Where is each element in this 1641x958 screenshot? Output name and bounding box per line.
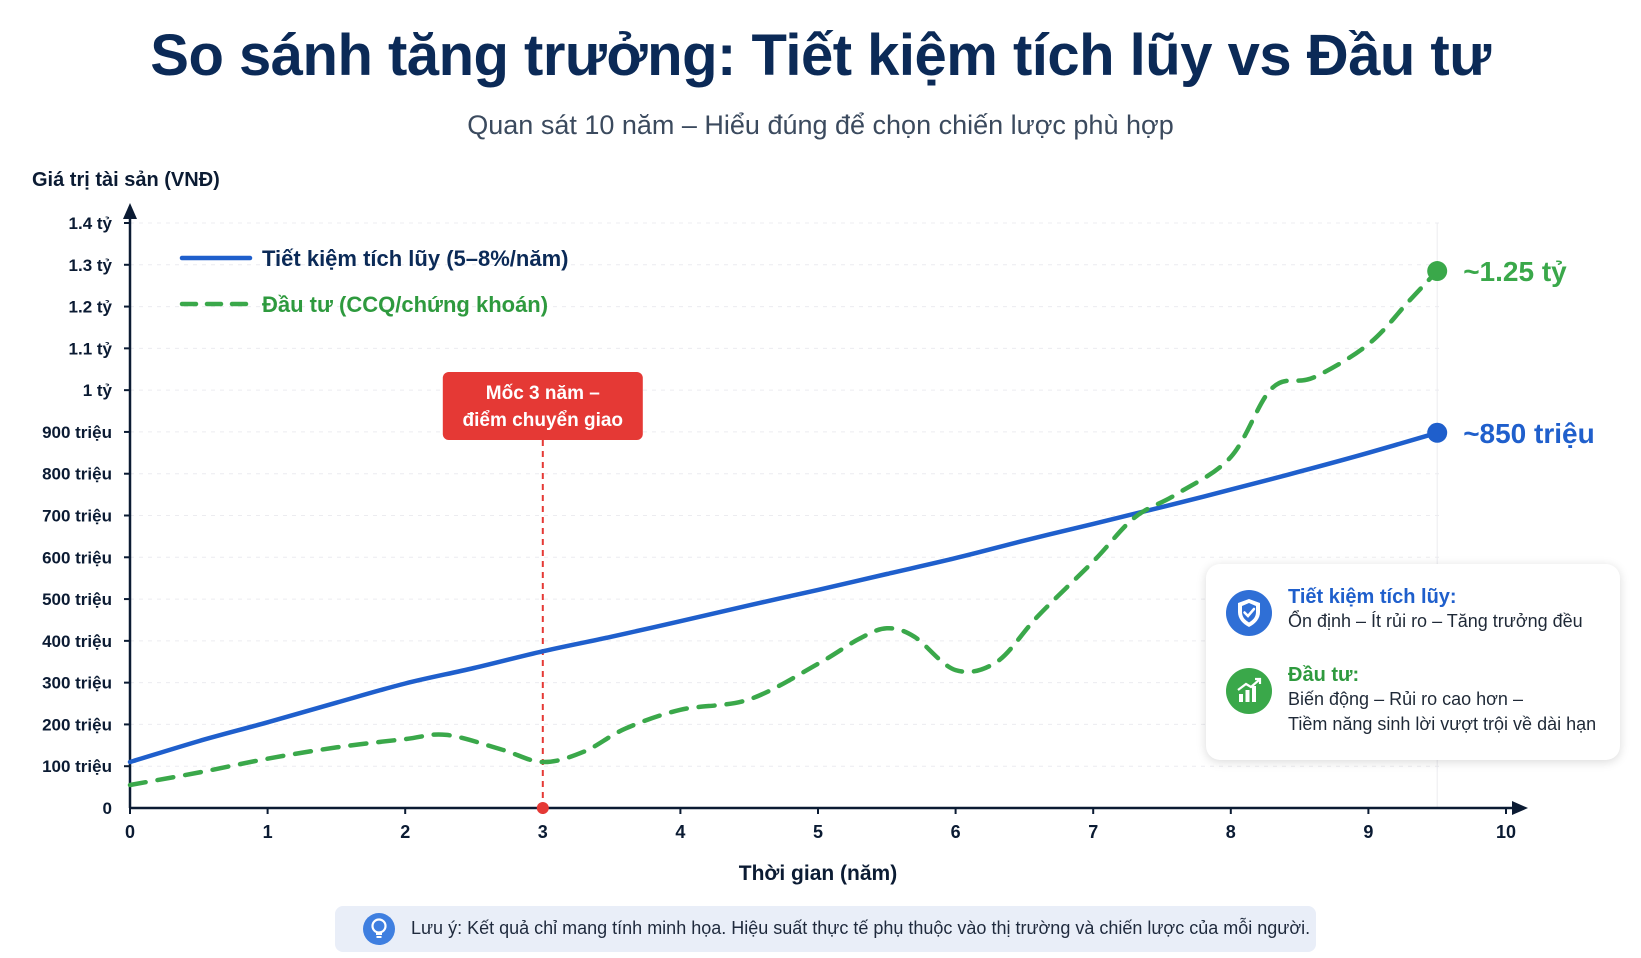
y-axis-arrow — [123, 203, 137, 219]
x-tick-label: 6 — [951, 822, 961, 842]
y-tick-label: 600 triệu — [42, 548, 112, 567]
savings-desc: Ổn định – Ít rủi ro – Tăng trưởng đều — [1288, 611, 1583, 631]
y-tick-label: 100 triệu — [42, 757, 112, 776]
series-line-0 — [127, 430, 1440, 765]
legend-label-1: Đầu tư (CCQ/chứng khoán) — [262, 292, 548, 317]
series-end-label-0: ~850 triệu — [1463, 418, 1595, 449]
x-tick-label: 10 — [1496, 822, 1516, 842]
series-end-point-1 — [1427, 261, 1448, 282]
y-tick-label: 300 triệu — [42, 674, 112, 693]
y-tick-label: 200 triệu — [42, 715, 112, 734]
y-tick-label: 900 triệu — [42, 423, 112, 442]
annotation-text: điểm chuyển giao — [463, 410, 623, 431]
savings-title: Tiết kiệm tích lũy: — [1288, 586, 1457, 608]
y-tick-label: 1 tỷ — [83, 381, 113, 400]
annotation-box — [442, 372, 643, 440]
legend-label-0: Tiết kiệm tích lũy (5–8%/năm) — [262, 246, 568, 271]
x-tick-label: 7 — [1088, 822, 1098, 842]
annotation-marker — [536, 802, 549, 814]
footnote-text: Lưu ý: Kết quả chỉ mang tính minh họa. H… — [411, 918, 1311, 938]
series-line-1 — [127, 268, 1440, 788]
chart-subtitle: Quan sát 10 năm – Hiểu đúng để chọn chiế… — [467, 110, 1174, 140]
series-end-label-1: ~1.25 tỷ — [1463, 256, 1567, 287]
invest-title: Đầu tư: — [1288, 664, 1360, 686]
y-tick-label: 1.2 tỷ — [69, 298, 113, 317]
x-tick-label: 8 — [1226, 822, 1236, 842]
x-tick-label: 0 — [125, 822, 135, 842]
y-tick-label: 1.3 tỷ — [69, 256, 113, 275]
invest-desc-2: Tiềm năng sinh lời vượt trội về dài hạn — [1288, 714, 1597, 734]
y-axis-label: Giá trị tài sản (VNĐ) — [32, 169, 220, 191]
growth-chart-icon — [1226, 668, 1272, 714]
x-axis-arrow — [1512, 801, 1528, 815]
info-box: Tiết kiệm tích lũy: Ổn định – Ít rủi ro … — [1206, 564, 1620, 760]
y-tick-label: 0 — [103, 799, 112, 818]
invest-desc-1: Biến động – Rủi ro cao hơn – — [1288, 689, 1523, 709]
y-tick-label: 700 triệu — [42, 507, 112, 526]
y-tick-label: 1.1 tỷ — [69, 339, 113, 358]
line-chart: 0 100 triệu 200 triệu 300 triệu 400 triệu 500… — [32, 169, 1595, 885]
y-tick-label: 800 triệu — [42, 465, 112, 484]
y-tick-label: 500 triệu — [42, 590, 112, 609]
chart-title: So sánh tăng trưởng: Tiết kiệm tích lũy … — [150, 23, 1491, 88]
annotation-text: Mốc 3 năm – — [486, 383, 600, 404]
footnote: Lưu ý: Kết quả chỉ mang tính minh họa. H… — [335, 906, 1316, 952]
x-tick-label: 2 — [400, 822, 410, 842]
x-tick-label: 3 — [538, 822, 548, 842]
x-tick-label: 9 — [1363, 822, 1373, 842]
y-tick-label: 400 triệu — [42, 632, 112, 651]
series-end-point-0 — [1427, 422, 1448, 443]
x-tick-label: 5 — [813, 822, 823, 842]
x-axis-label: Thời gian (năm) — [739, 862, 897, 885]
y-tick-label: 1.4 tỷ — [69, 214, 113, 233]
lightbulb-icon — [363, 913, 395, 945]
x-tick-label: 1 — [263, 822, 273, 842]
shield-icon — [1226, 590, 1272, 636]
x-tick-label: 4 — [675, 822, 685, 842]
